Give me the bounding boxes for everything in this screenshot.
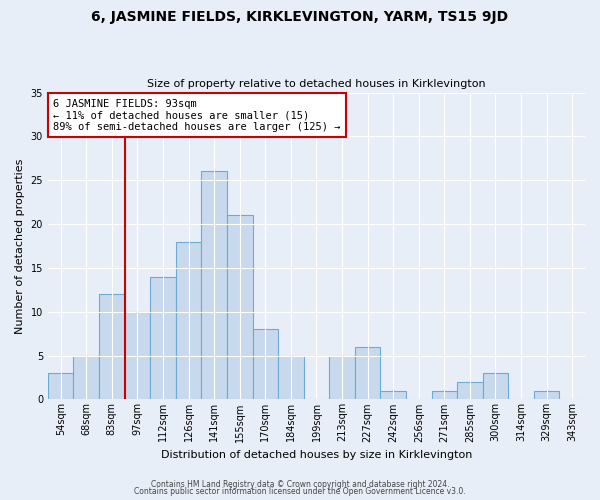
Bar — [150, 276, 176, 400]
Bar — [431, 390, 457, 400]
X-axis label: Distribution of detached houses by size in Kirklevington: Distribution of detached houses by size … — [161, 450, 472, 460]
Bar — [482, 373, 508, 400]
Title: Size of property relative to detached houses in Kirklevington: Size of property relative to detached ho… — [147, 79, 486, 89]
Y-axis label: Number of detached properties: Number of detached properties — [15, 158, 25, 334]
Text: 6, JASMINE FIELDS, KIRKLEVINGTON, YARM, TS15 9JD: 6, JASMINE FIELDS, KIRKLEVINGTON, YARM, … — [91, 10, 509, 24]
Bar — [278, 356, 304, 400]
Text: Contains HM Land Registry data © Crown copyright and database right 2024.: Contains HM Land Registry data © Crown c… — [151, 480, 449, 489]
Text: Contains public sector information licensed under the Open Government Licence v3: Contains public sector information licen… — [134, 487, 466, 496]
Text: 6 JASMINE FIELDS: 93sqm
← 11% of detached houses are smaller (15)
89% of semi-de: 6 JASMINE FIELDS: 93sqm ← 11% of detache… — [53, 98, 341, 132]
Bar — [329, 356, 355, 400]
Bar — [125, 312, 150, 400]
Bar — [253, 330, 278, 400]
Bar — [457, 382, 482, 400]
Bar — [99, 294, 125, 400]
Bar — [534, 390, 559, 400]
Bar — [48, 373, 73, 400]
Bar — [380, 390, 406, 400]
Bar — [176, 242, 202, 400]
Bar — [73, 356, 99, 400]
Bar — [227, 216, 253, 400]
Bar — [202, 172, 227, 400]
Bar — [355, 347, 380, 400]
